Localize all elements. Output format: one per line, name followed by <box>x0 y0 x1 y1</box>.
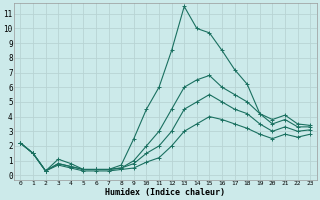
X-axis label: Humidex (Indice chaleur): Humidex (Indice chaleur) <box>105 188 225 197</box>
